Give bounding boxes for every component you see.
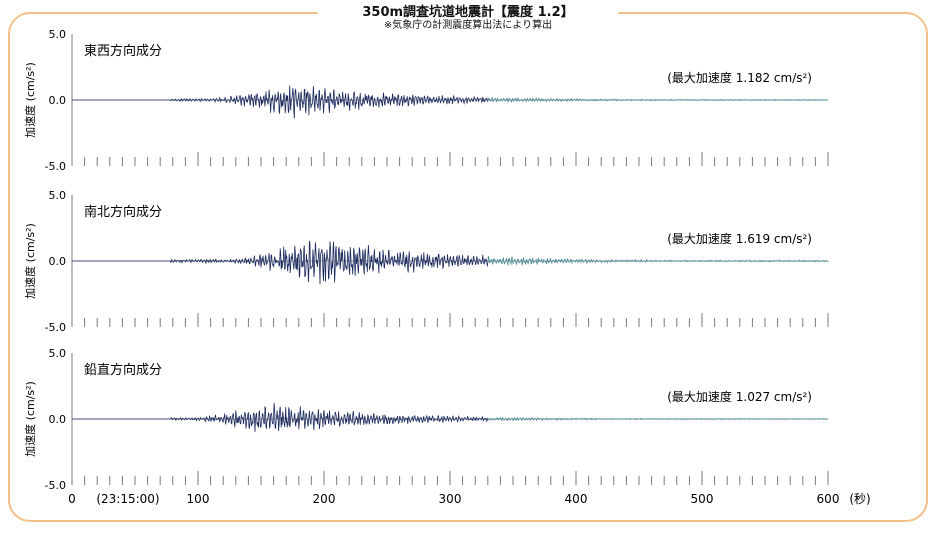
component-label: 鉛直方向成分 [84, 362, 162, 378]
y-tick-label: -5.0 [45, 321, 66, 334]
component-label: 南北方向成分 [84, 204, 162, 220]
y-tick-label: 5.0 [49, 189, 67, 202]
y-axis-label: 加速度 (cm/s²) [23, 62, 37, 138]
series-line [487, 416, 829, 422]
peak-acceleration-label: (最大加速度 1.027 cm/s²) [667, 389, 812, 404]
peak-acceleration-label: (最大加速度 1.619 cm/s²) [667, 231, 812, 246]
x-tick-label: 100 [187, 492, 210, 506]
y-axis-label: 加速度 (cm/s²) [23, 223, 37, 299]
series-line [487, 96, 829, 103]
component-label: 東西方向成分 [84, 43, 162, 59]
x-tick-label: 300 [439, 492, 462, 506]
chart-title: 350m調査坑道地震計【震度 1.2】 [362, 5, 574, 20]
title-block: 350m調査坑道地震計【震度 1.2】 ※気象庁の計測震度算出法により算出 [318, 2, 618, 34]
y-tick-label: -5.0 [45, 479, 66, 492]
x-tick-label: 0 [68, 492, 76, 506]
y-tick-label: 0.0 [49, 413, 67, 426]
series-line [72, 240, 489, 285]
series-line [72, 402, 489, 432]
y-tick-label: 5.0 [49, 28, 67, 41]
x-tick-label: 200 [313, 492, 336, 506]
y-axis-label: 加速度 (cm/s²) [23, 381, 37, 457]
x-tick-label: 500 [691, 492, 714, 506]
start-time-label: (23:15:00) [96, 492, 159, 506]
x-axis-unit: (秒) [849, 492, 870, 506]
chart-subtitle: ※気象庁の計測震度算出法により算出 [383, 20, 553, 31]
series-line [487, 255, 829, 267]
y-tick-label: 0.0 [49, 94, 67, 107]
y-tick-label: -5.0 [45, 160, 66, 173]
y-tick-label: 5.0 [49, 347, 67, 360]
x-tick-label: 600 [817, 492, 840, 506]
peak-acceleration-label: (最大加速度 1.182 cm/s²) [667, 70, 812, 85]
series-line [72, 85, 489, 119]
y-tick-label: 0.0 [49, 255, 67, 268]
x-tick-label: 400 [565, 492, 588, 506]
